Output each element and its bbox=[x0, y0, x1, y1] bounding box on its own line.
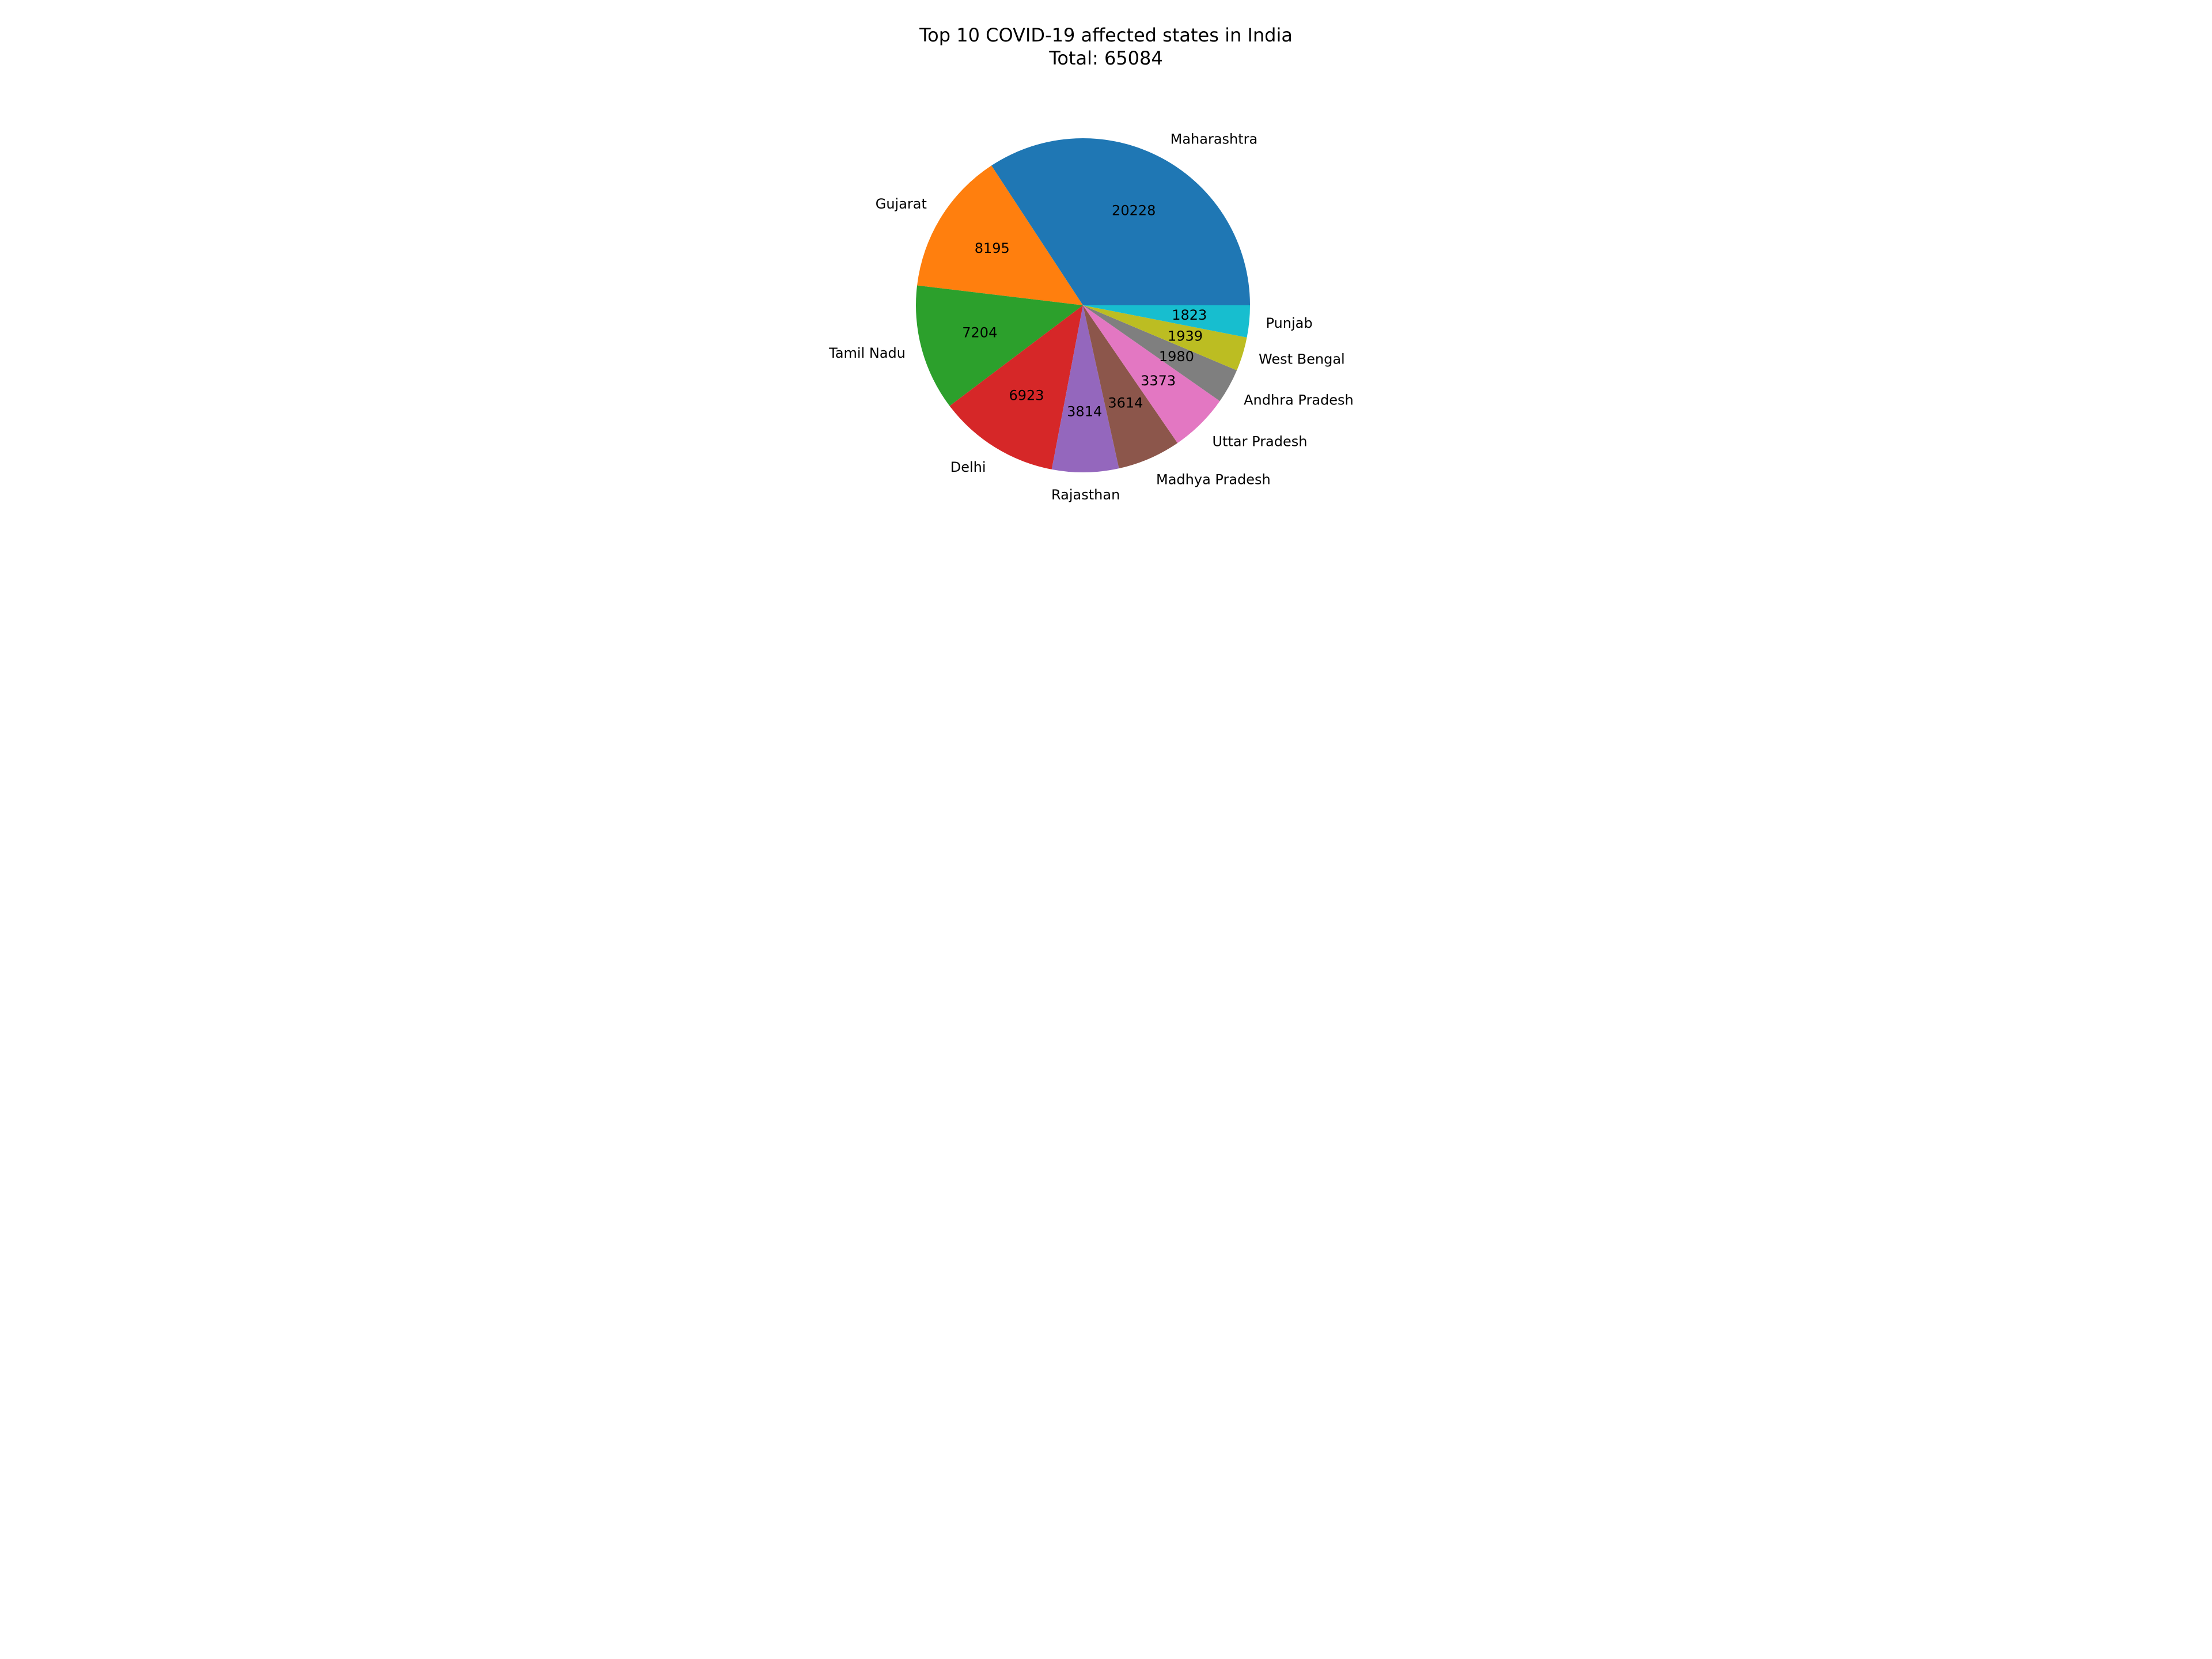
pie-value-2: 7204 bbox=[962, 324, 997, 340]
pie-label-3: Delhi bbox=[950, 459, 986, 475]
pie-label-5: Madhya Pradesh bbox=[1156, 472, 1271, 488]
pie-value-7: 1980 bbox=[1159, 349, 1194, 365]
pie-label-7: Andhra Pradesh bbox=[1244, 392, 1354, 408]
pie-value-4: 3814 bbox=[1067, 404, 1102, 420]
pie-value-1: 8195 bbox=[975, 240, 1010, 256]
pie-label-9: Punjab bbox=[1266, 315, 1313, 331]
pie-label-2: Tamil Nadu bbox=[828, 345, 906, 361]
pie-value-5: 3614 bbox=[1108, 395, 1143, 411]
pie-value-6: 3373 bbox=[1141, 373, 1176, 389]
pie-value-3: 6923 bbox=[1009, 388, 1044, 404]
pie-label-1: Gujarat bbox=[876, 196, 927, 212]
pie-wedges bbox=[916, 138, 1250, 472]
pie-label-6: Uttar Pradesh bbox=[1213, 434, 1308, 450]
chart-title-line1: Top 10 COVID-19 affected states in India bbox=[919, 24, 1293, 46]
pie-chart-container: Top 10 COVID-19 affected states in India… bbox=[737, 0, 1475, 553]
pie-label-8: West Bengal bbox=[1259, 351, 1345, 367]
pie-value-9: 1823 bbox=[1172, 307, 1207, 323]
pie-value-0: 20228 bbox=[1112, 203, 1156, 219]
pie-label-0: Maharashtra bbox=[1171, 131, 1258, 147]
pie-label-4: Rajasthan bbox=[1051, 487, 1120, 503]
pie-value-8: 1939 bbox=[1168, 328, 1203, 344]
chart-title-line2: Total: 65084 bbox=[1048, 47, 1162, 69]
pie-chart-svg: Top 10 COVID-19 affected states in India… bbox=[737, 0, 1475, 553]
